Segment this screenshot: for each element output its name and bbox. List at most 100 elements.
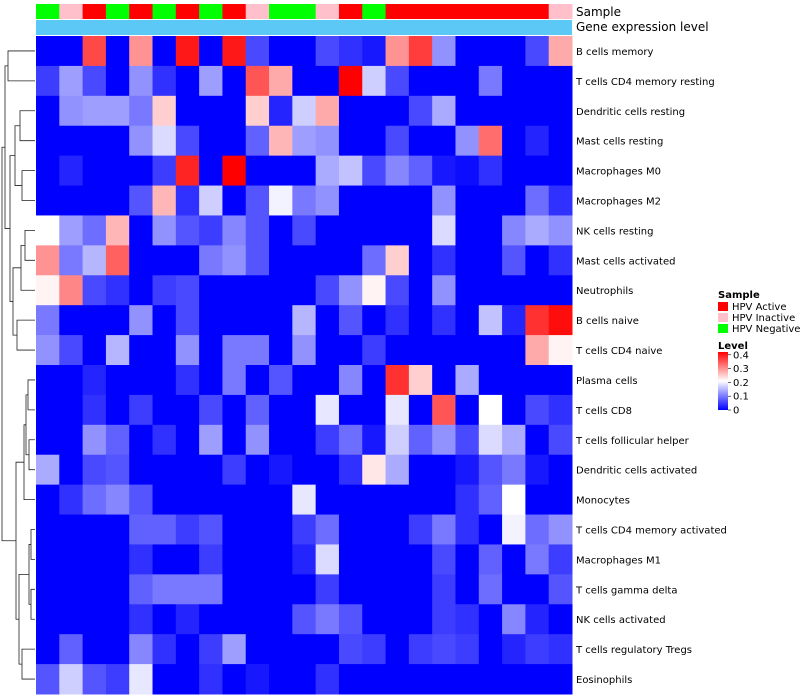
heatmap-cell: [199, 424, 223, 456]
level-tick-label: 0.1: [733, 392, 749, 403]
heatmap-cell: [82, 185, 107, 216]
level-tick-label: 0.3: [733, 364, 749, 375]
dendrogram-branch: [1, 146, 16, 542]
heatmap-cell: [199, 36, 223, 67]
heatmap-cell: [129, 305, 154, 336]
row-label-macrophages-m2: Macrophages M2: [576, 197, 661, 208]
heatmap-cell: [455, 394, 480, 426]
heatmap-cell: [362, 574, 387, 605]
heatmap-cell: [199, 664, 223, 695]
heatmap-cell: [525, 544, 550, 575]
heatmap-cell: [129, 215, 154, 246]
heatmap-cell: [408, 394, 433, 426]
heatmap-cell: [478, 36, 503, 67]
heatmap-cell: [502, 544, 526, 575]
heatmap-cell: [269, 514, 293, 545]
heatmap-cell: [36, 36, 60, 67]
sample-annotation-cell: [152, 4, 177, 19]
heatmap-cell: [199, 574, 223, 605]
heatmap-cell: [59, 125, 84, 157]
heatmap-cell: [525, 155, 550, 187]
heatmap-cell: [245, 634, 270, 665]
heatmap-cell: [548, 664, 573, 695]
row-label-macrophages-m0: Macrophages M0: [576, 167, 661, 178]
heatmap-cell: [455, 245, 480, 276]
heatmap-cell: [408, 664, 433, 695]
heatmap-cell: [36, 275, 60, 306]
row-label-dendritic-cells-activated: Dendritic cells activated: [576, 466, 697, 477]
level-colorbar: [718, 352, 728, 410]
heatmap-cell: [408, 484, 433, 516]
heatmap-cell: [292, 185, 317, 216]
heatmap-cell: [338, 275, 363, 306]
heatmap-cell: [548, 305, 573, 336]
heatmap-cell: [82, 514, 107, 545]
heatmap-cell: [292, 125, 317, 157]
heatmap-cell: [36, 634, 60, 665]
heatmap-cell: [408, 215, 433, 246]
heatmap-cell: [292, 245, 317, 276]
heatmap-cell: [338, 305, 363, 336]
heatmap-cell: [269, 215, 293, 246]
heatmap-cell: [222, 125, 247, 157]
heatmap-cell: [362, 305, 387, 336]
heatmap-cell: [338, 155, 363, 187]
heatmap-cell: [292, 394, 317, 426]
heatmap-cell: [432, 275, 456, 306]
heatmap-cell: [105, 484, 130, 516]
heatmap-cell: [385, 514, 410, 545]
heatmap-cell: [245, 305, 270, 336]
heatmap-cell: [152, 215, 177, 246]
heatmap-cell: [525, 95, 550, 127]
dendrogram-branch: [30, 588, 35, 620]
heatmap-cell: [105, 454, 130, 486]
heatmap-cell: [548, 484, 573, 516]
heatmap-cell: [432, 574, 456, 605]
heatmap-cell: [292, 454, 317, 486]
gene-expression-track-label: Gene expression level: [576, 20, 709, 34]
heatmap-cell: [478, 454, 503, 486]
heatmap-cell: [525, 365, 550, 396]
heatmap-cell: [338, 664, 363, 695]
dendrogram-branch: [18, 573, 29, 665]
heatmap-cell: [105, 424, 130, 456]
sample-annotation-cell: [129, 4, 154, 19]
heatmap-cell: [129, 365, 154, 396]
heatmap-cell: [199, 215, 223, 246]
heatmap-cell: [222, 664, 247, 695]
row-label-dendritic-cells-resting: Dendritic cells resting: [576, 107, 685, 118]
heatmap-cell: [478, 155, 503, 187]
heatmap-cell: [292, 95, 317, 127]
heatmap-cell: [175, 125, 200, 157]
heatmap-cell: [59, 394, 84, 426]
heatmap-cell: [59, 155, 84, 187]
sample-annotation-cell: [175, 4, 200, 19]
heatmap-cell: [432, 514, 456, 545]
dendrogram-branch: [25, 394, 29, 456]
heatmap-cell: [129, 245, 154, 276]
heatmap-cell: [222, 544, 247, 575]
heatmap-cell: [455, 65, 480, 97]
heatmap-cell: [222, 454, 247, 486]
heatmap-cell: [152, 394, 177, 426]
heatmap-cell: [105, 365, 130, 396]
heatmap-cell: [385, 634, 410, 665]
heatmap-cell: [548, 454, 573, 486]
heatmap-cell: [432, 215, 456, 246]
heatmap-cell: [315, 215, 340, 246]
heatmap-cell: [269, 125, 293, 157]
heatmap-cell: [59, 245, 84, 276]
heatmap-cell: [502, 245, 526, 276]
heatmap-cell: [175, 424, 200, 456]
heatmap-cell: [338, 484, 363, 516]
heatmap-cell: [59, 185, 84, 216]
sample-annotation-cell: [385, 4, 410, 19]
heatmap-cell: [129, 335, 154, 366]
sample-annotation-cell: [455, 4, 480, 19]
heatmap-cell: [478, 484, 503, 516]
dendrogram-branch: [21, 170, 35, 201]
heatmap-cell: [82, 424, 107, 456]
heatmap-cell: [82, 664, 107, 695]
heatmap-cell: [129, 514, 154, 545]
heatmap-cell: [525, 65, 550, 97]
